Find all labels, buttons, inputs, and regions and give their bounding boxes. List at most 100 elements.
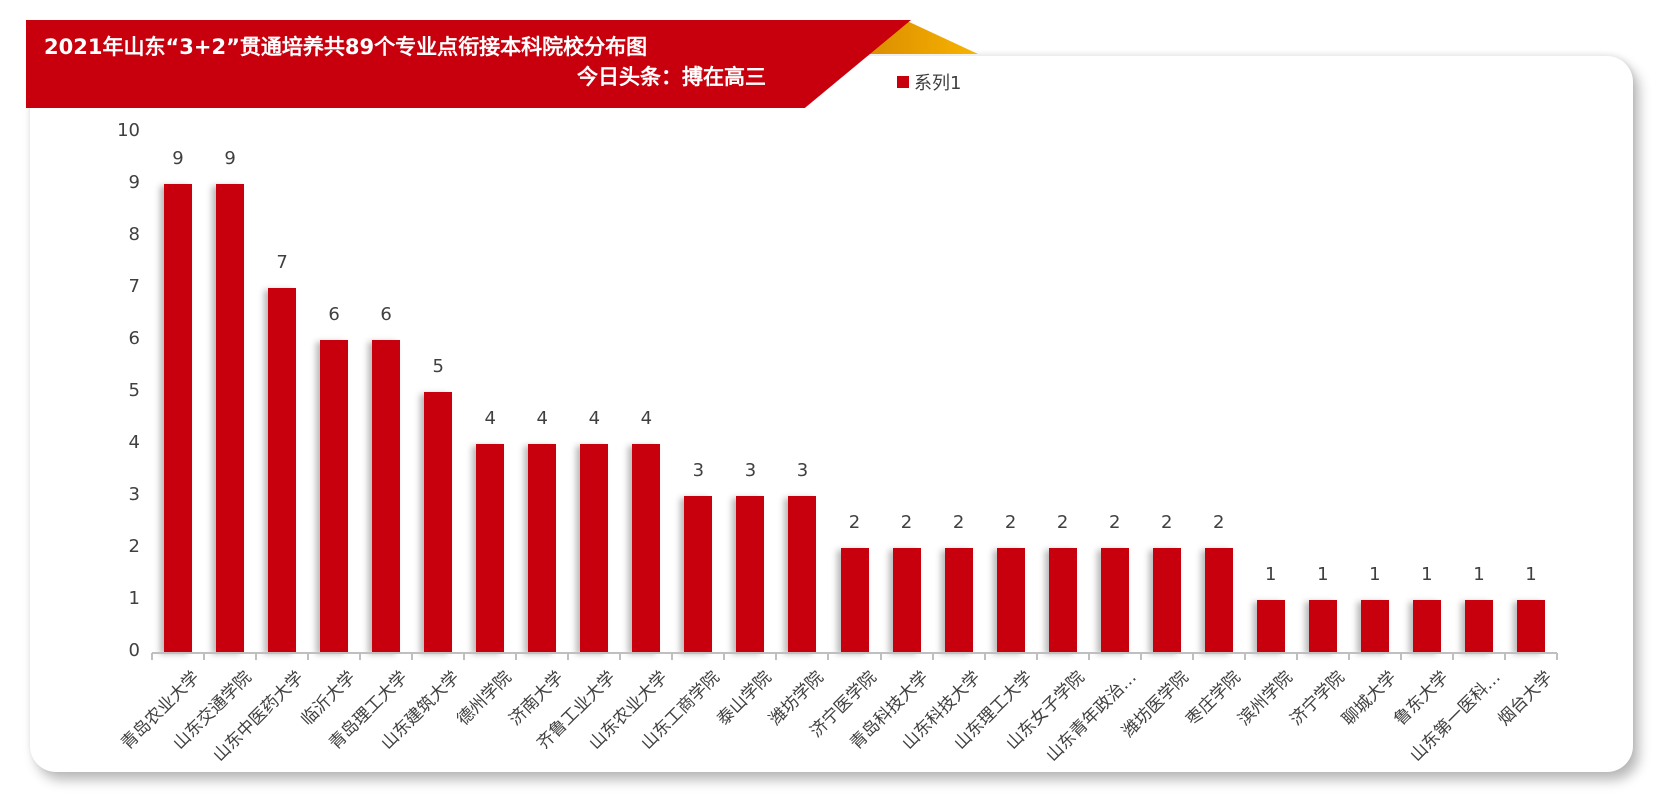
data-label: 2 bbox=[900, 512, 913, 533]
bar[interactable] bbox=[1152, 548, 1181, 652]
bar[interactable] bbox=[632, 444, 661, 652]
y-tick-label: 10 bbox=[117, 120, 140, 141]
y-tick-label: 4 bbox=[128, 432, 140, 453]
bar[interactable] bbox=[268, 288, 297, 652]
x-tick-mark bbox=[671, 653, 674, 660]
x-tick-mark bbox=[515, 653, 518, 660]
bar[interactable] bbox=[1464, 600, 1493, 652]
x-tick-mark bbox=[1295, 653, 1298, 660]
data-label: 2 bbox=[952, 512, 965, 533]
data-label: 1 bbox=[1421, 564, 1433, 585]
y-tick-label: 9 bbox=[128, 172, 140, 193]
x-tick-mark bbox=[1243, 653, 1246, 660]
x-tick-mark bbox=[1451, 653, 1454, 660]
bar[interactable] bbox=[892, 548, 921, 652]
bar[interactable] bbox=[216, 184, 245, 652]
bar[interactable] bbox=[788, 496, 817, 652]
y-tick-label: 6 bbox=[128, 328, 140, 349]
bar[interactable] bbox=[1204, 548, 1233, 652]
x-tick-mark bbox=[151, 653, 153, 660]
bar[interactable] bbox=[944, 548, 973, 652]
data-label: 3 bbox=[796, 460, 809, 481]
chart-subtitle: 今日头条：搏在高三 bbox=[577, 65, 766, 89]
x-tick-mark bbox=[1503, 653, 1506, 660]
bar[interactable] bbox=[1256, 600, 1285, 652]
data-label: 4 bbox=[484, 408, 496, 429]
data-label: 1 bbox=[1369, 564, 1381, 585]
x-axis-line bbox=[152, 652, 1557, 654]
x-tick-mark bbox=[1347, 653, 1350, 660]
bar[interactable] bbox=[1308, 600, 1337, 652]
y-tick-label: 2 bbox=[128, 536, 140, 557]
data-label: 1 bbox=[1473, 564, 1485, 585]
data-label: 4 bbox=[588, 408, 601, 429]
title-banner bbox=[26, 20, 911, 108]
data-label: 2 bbox=[1004, 512, 1017, 533]
x-tick-mark bbox=[1087, 653, 1090, 660]
data-label: 6 bbox=[380, 304, 392, 325]
data-label: 1 bbox=[1265, 564, 1277, 585]
x-tick-mark bbox=[1556, 653, 1558, 660]
data-label: 2 bbox=[1056, 512, 1069, 533]
bar[interactable] bbox=[840, 548, 869, 652]
bar[interactable] bbox=[1412, 600, 1441, 652]
bar[interactable] bbox=[476, 444, 505, 652]
data-label: 9 bbox=[172, 148, 184, 169]
x-tick-mark bbox=[359, 653, 362, 660]
bar[interactable] bbox=[580, 444, 609, 652]
y-tick-label: 3 bbox=[128, 484, 140, 505]
bar[interactable] bbox=[1100, 548, 1129, 652]
data-label: 2 bbox=[1160, 512, 1173, 533]
y-tick-label: 8 bbox=[128, 224, 140, 245]
bar[interactable] bbox=[1360, 600, 1389, 652]
bar[interactable] bbox=[320, 340, 349, 652]
x-tick-mark bbox=[567, 653, 570, 660]
y-tick-label: 1 bbox=[128, 588, 140, 609]
data-label: 4 bbox=[536, 408, 548, 429]
x-tick-mark bbox=[1139, 653, 1142, 660]
x-tick-mark bbox=[255, 653, 258, 660]
data-label: 2 bbox=[848, 512, 861, 533]
bar[interactable] bbox=[736, 496, 765, 652]
data-label: 9 bbox=[224, 148, 236, 169]
data-label: 2 bbox=[1213, 512, 1225, 533]
data-label: 1 bbox=[1317, 564, 1329, 585]
x-tick-mark bbox=[827, 653, 830, 660]
y-tick-label: 0 bbox=[128, 640, 140, 661]
legend-label: 系列1 bbox=[914, 73, 962, 94]
bar[interactable] bbox=[372, 340, 401, 652]
data-label: 3 bbox=[692, 460, 705, 481]
x-tick-mark bbox=[1191, 653, 1194, 660]
bar[interactable] bbox=[684, 496, 713, 652]
bar[interactable] bbox=[1048, 548, 1077, 652]
x-tick-mark bbox=[411, 653, 414, 660]
data-label: 7 bbox=[276, 252, 288, 273]
x-tick-mark bbox=[203, 653, 206, 660]
x-tick-mark bbox=[1035, 653, 1038, 660]
data-label: 2 bbox=[1108, 512, 1121, 533]
bar[interactable] bbox=[164, 184, 193, 652]
bar[interactable] bbox=[1516, 600, 1545, 652]
x-tick-mark bbox=[931, 653, 934, 660]
x-tick-mark bbox=[463, 653, 466, 660]
legend: 系列1 bbox=[897, 69, 961, 95]
bar[interactable] bbox=[528, 444, 557, 652]
legend-swatch-icon bbox=[897, 76, 909, 88]
x-tick-mark bbox=[775, 653, 778, 660]
data-label: 4 bbox=[640, 408, 653, 429]
bar[interactable] bbox=[996, 548, 1025, 652]
bar[interactable] bbox=[424, 392, 453, 652]
data-label: 6 bbox=[328, 304, 340, 325]
x-tick-mark bbox=[307, 653, 310, 660]
x-tick-mark bbox=[619, 653, 622, 660]
x-tick-mark bbox=[1399, 653, 1402, 660]
title-block: 2021年山东“3+2”贯通培养共89个专业点衔接本科院校分布图 今日头条：搏在… bbox=[44, 32, 766, 92]
x-tick-mark bbox=[723, 653, 726, 660]
data-label: 5 bbox=[432, 356, 444, 377]
data-label: 1 bbox=[1525, 564, 1537, 585]
y-tick-label: 5 bbox=[128, 380, 140, 401]
x-tick-mark bbox=[983, 653, 986, 660]
data-label: 3 bbox=[744, 460, 757, 481]
y-tick-label: 7 bbox=[128, 276, 140, 297]
x-tick-mark bbox=[879, 653, 882, 660]
